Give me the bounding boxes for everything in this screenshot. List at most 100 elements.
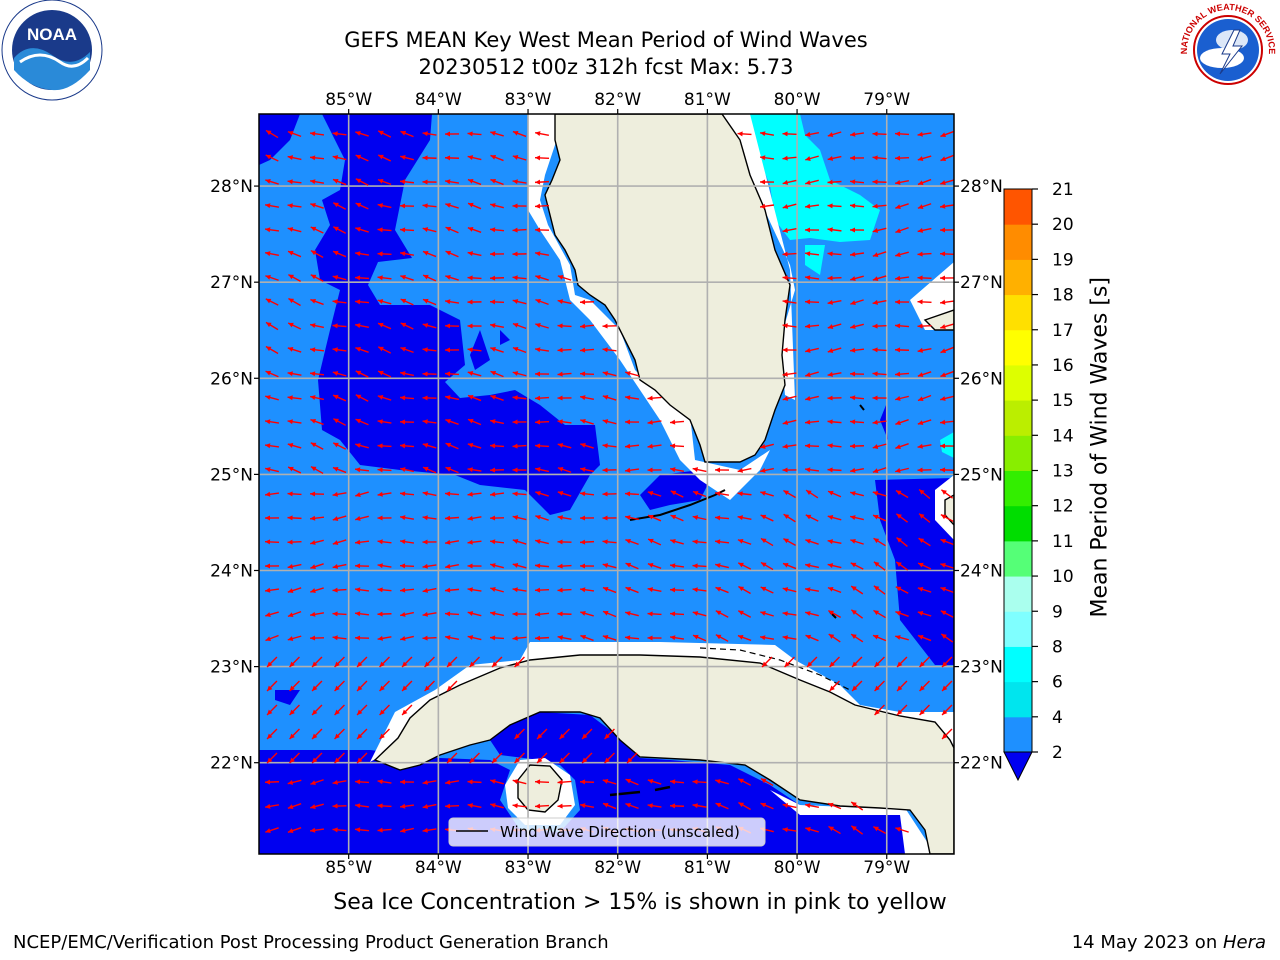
wave-arrow	[379, 656, 390, 668]
wave-arrow	[309, 371, 325, 377]
wave-arrow	[377, 178, 392, 186]
wave-arrow	[469, 656, 480, 668]
wave-arrow	[873, 585, 886, 595]
wave-arrow	[467, 635, 482, 641]
colorbar-tick-label: 10	[1052, 567, 1074, 587]
wave-arrow	[333, 418, 346, 426]
wave-arrow	[804, 131, 820, 137]
colorbar-tick-label: 13	[1052, 462, 1074, 482]
lat-label-right: 25°N	[960, 465, 1003, 485]
wave-arrow	[737, 491, 752, 497]
wave-arrow	[783, 489, 796, 499]
wave-arrow	[939, 275, 954, 281]
noaa-logo-text: NOAA	[27, 25, 77, 44]
wave-arrow	[399, 419, 415, 425]
footer-date: 14 May 2023 on Hera	[1072, 932, 1266, 953]
wave-arrow	[514, 752, 525, 764]
wave-arrow	[512, 203, 527, 209]
wave-arrow	[399, 227, 415, 233]
wave-arrow	[490, 154, 504, 162]
wave-arrow	[400, 274, 414, 281]
wave-arrow	[310, 274, 324, 282]
sea-ice-note: Sea Ice Concentration > 15% is shown in …	[333, 890, 947, 915]
wave-arrow	[287, 227, 302, 233]
wave-arrow	[512, 443, 527, 449]
wave-arrow	[873, 537, 886, 547]
wave-arrow	[310, 249, 324, 259]
wave-arrow	[534, 347, 550, 353]
wave-arrow	[940, 514, 954, 522]
wave-arrow	[760, 586, 774, 594]
wave-arrow	[534, 635, 550, 641]
colorbar-tick-label: 2	[1052, 743, 1063, 763]
wave-arrow	[445, 418, 459, 425]
wave-arrow	[759, 131, 775, 137]
wave-arrow	[377, 203, 392, 209]
wave-arrow	[604, 752, 615, 764]
wave-arrow	[287, 466, 302, 474]
lat-label-left: 25°N	[210, 465, 253, 485]
wave-arrow	[309, 179, 325, 185]
wave-arrow	[625, 611, 639, 617]
wave-arrow	[377, 275, 392, 281]
wave-arrow	[489, 467, 505, 473]
wave-arrow	[896, 704, 908, 716]
wave-arrow	[444, 515, 460, 521]
wave-arrow	[422, 491, 437, 497]
wave-arrow	[557, 347, 572, 353]
wave-arrow	[354, 323, 370, 329]
wave-arrow	[737, 778, 752, 786]
lat-label-left: 26°N	[210, 369, 253, 389]
wave-arrow	[874, 704, 885, 716]
wave-arrow	[422, 419, 437, 425]
wave-arrow	[490, 203, 504, 209]
wave-arrow	[782, 203, 797, 209]
wave-arrow	[422, 323, 437, 329]
wave-arrow	[827, 275, 842, 281]
wave-arrow	[895, 226, 909, 234]
wave-arrow	[467, 394, 482, 402]
wave-arrow	[266, 680, 278, 692]
wave-arrow	[602, 347, 617, 353]
wave-arrow	[940, 323, 954, 329]
wave-arrow	[332, 275, 347, 281]
wave-arrow	[872, 467, 887, 474]
wave-arrow	[287, 347, 302, 353]
wave-arrow	[737, 467, 752, 473]
wave-arrow	[805, 489, 819, 499]
wave-arrow	[918, 488, 931, 500]
wave-arrow	[332, 803, 347, 809]
wave-arrow	[377, 611, 392, 617]
wave-arrow	[579, 515, 595, 521]
wave-arrow	[850, 825, 864, 835]
lat-label-left: 23°N	[210, 658, 253, 678]
wave-arrow	[444, 779, 460, 785]
wave-arrow	[512, 587, 527, 593]
wave-arrow	[805, 611, 819, 617]
wave-arrow	[692, 611, 707, 617]
wave-arrow	[265, 370, 279, 378]
colorbar-tick-label: 9	[1052, 602, 1063, 622]
wave-arrow	[377, 322, 392, 330]
wave-arrow	[287, 250, 302, 258]
wave-arrow	[939, 467, 954, 473]
wave-arrow	[354, 563, 370, 569]
wave-arrow	[557, 443, 572, 449]
wave-arrow	[896, 537, 908, 547]
colorbar-block	[1004, 435, 1032, 471]
wave-arrow	[579, 563, 595, 569]
wave-arrow	[849, 179, 865, 185]
wave-arrow	[850, 585, 864, 595]
wave-arrow	[579, 587, 595, 593]
wave-arrow	[805, 347, 819, 353]
wave-arrow	[422, 827, 437, 833]
lon-label-bottom: 80°W	[774, 858, 821, 878]
wave-arrow	[377, 443, 392, 449]
wave-arrow	[670, 490, 684, 498]
wave-arrow	[714, 539, 730, 545]
wave-arrow	[535, 298, 549, 306]
wave-arrow	[356, 704, 368, 716]
wave-arrow	[782, 131, 797, 137]
wave-arrow	[917, 587, 932, 593]
wave-arrow	[624, 419, 640, 425]
